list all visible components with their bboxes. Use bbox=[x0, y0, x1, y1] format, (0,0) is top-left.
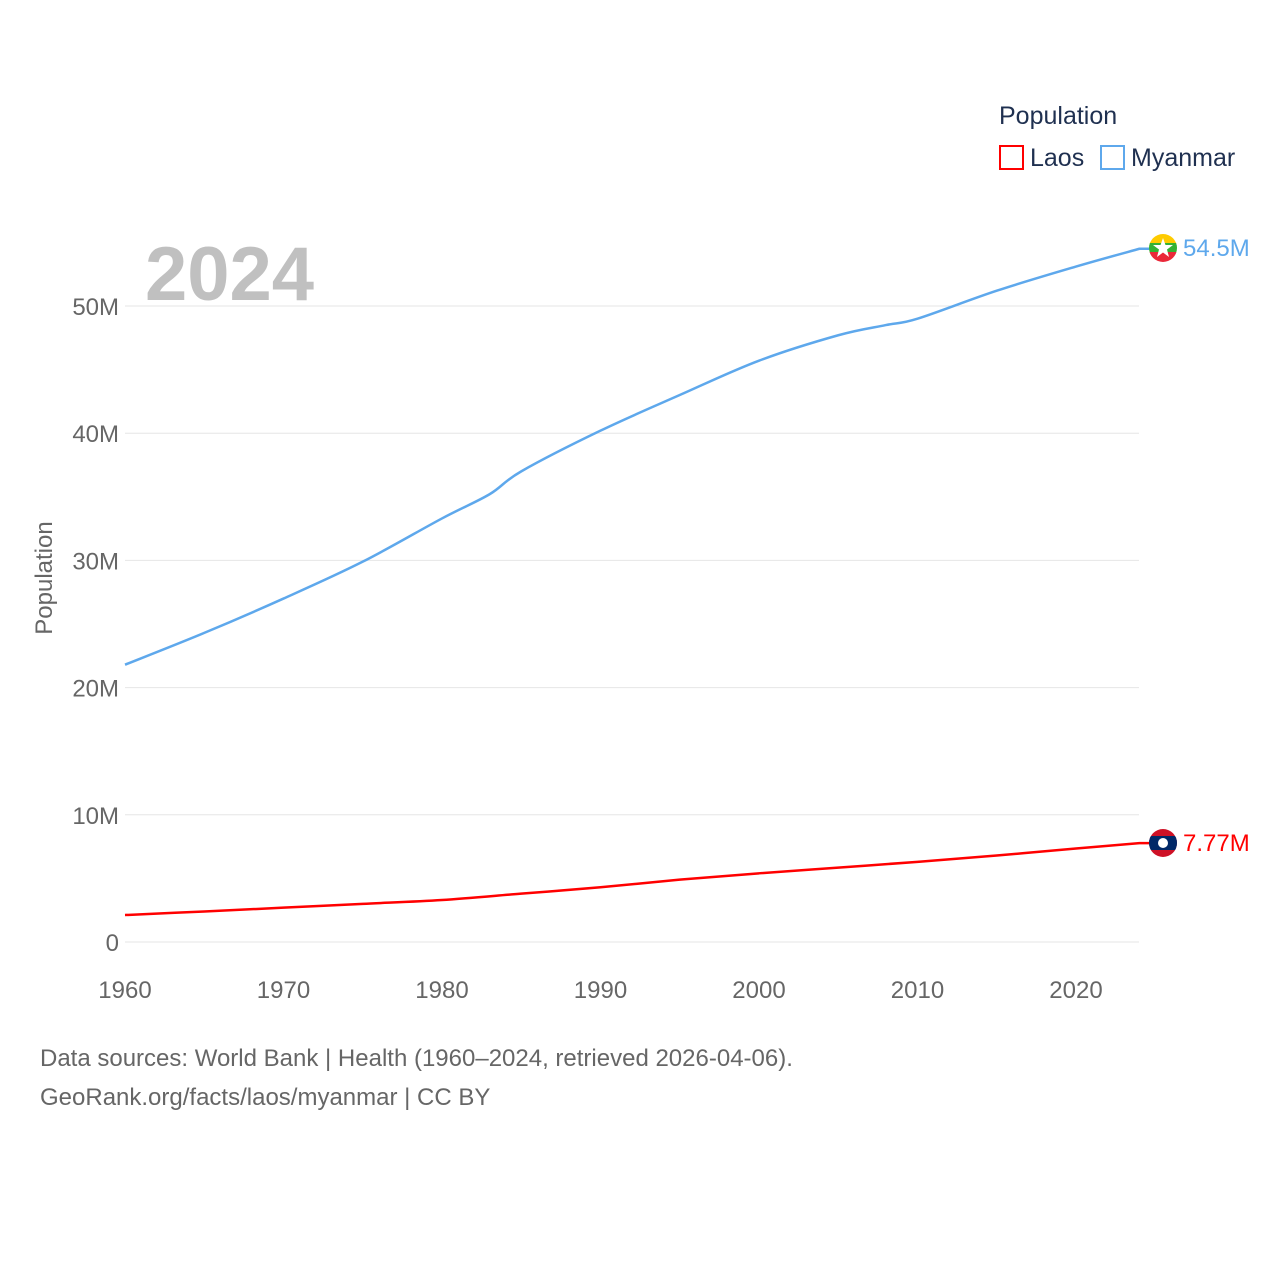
x-tick-label: 1990 bbox=[574, 977, 627, 1004]
legend-item-laos[interactable]: Laos bbox=[999, 144, 1084, 172]
x-tick-label: 1980 bbox=[415, 977, 468, 1004]
y-tick-label: 0 bbox=[106, 930, 119, 957]
legend-title: Population bbox=[999, 102, 1117, 130]
x-tick-label: 2010 bbox=[891, 977, 944, 1004]
y-tick-label: 50M bbox=[72, 294, 119, 321]
y-axis-label: Population bbox=[31, 521, 58, 634]
laos-flag-icon bbox=[1149, 829, 1177, 857]
myanmar-end-label: 54.5M bbox=[1183, 235, 1250, 262]
attribution-link[interactable]: GeoRank.org/facts/laos/myanmar | CC BY bbox=[40, 1084, 491, 1111]
legend: Population Laos Myanmar bbox=[999, 102, 1235, 172]
y-tick-label: 10M bbox=[72, 803, 119, 830]
year-label: 2024 bbox=[145, 232, 314, 317]
legend-item-myanmar[interactable]: Myanmar bbox=[1100, 144, 1235, 172]
legend-label-laos: Laos bbox=[1030, 144, 1084, 172]
legend-swatch-laos bbox=[999, 145, 1024, 170]
legend-label-myanmar: Myanmar bbox=[1131, 144, 1235, 172]
y-tick-label: 40M bbox=[72, 421, 119, 448]
legend-swatch-myanmar bbox=[1100, 145, 1125, 170]
x-tick-label: 1960 bbox=[98, 977, 151, 1004]
series-line-myanmar[interactable] bbox=[124, 247, 1150, 666]
x-tick-label: 2000 bbox=[732, 977, 785, 1004]
series-line-laos[interactable] bbox=[124, 841, 1150, 917]
source-text: Data sources: World Bank | Health (1960–… bbox=[40, 1045, 793, 1072]
laos-end-label: 7.77M bbox=[1183, 830, 1250, 857]
myanmar-flag-icon bbox=[1149, 234, 1177, 262]
y-tick-label: 20M bbox=[72, 676, 119, 703]
x-tick-label: 2020 bbox=[1049, 977, 1102, 1004]
y-tick-label: 30M bbox=[72, 548, 119, 575]
x-tick-label: 1970 bbox=[257, 977, 310, 1004]
